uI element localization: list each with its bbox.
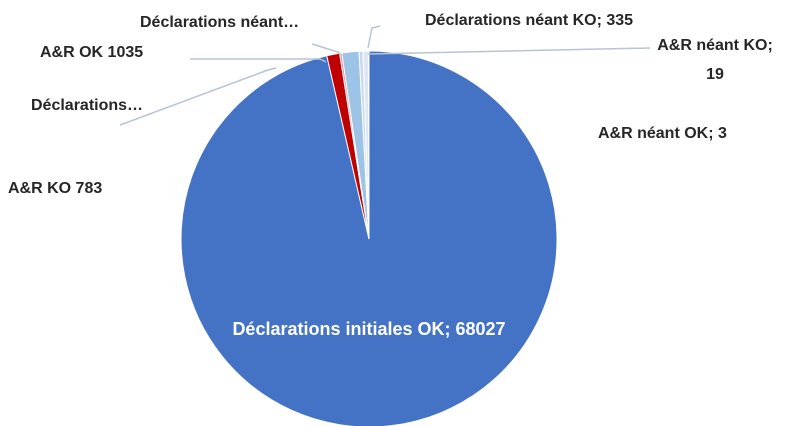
leader-line-declarations-neant-ko xyxy=(367,25,381,49)
data-label-declarations-neant-ko: Déclarations néant KO; 335 xyxy=(425,12,633,29)
leader-line-ar-neant-ko xyxy=(367,47,651,55)
pie-slices xyxy=(180,50,558,426)
data-label-ar-neant-ko-line2: 19 xyxy=(706,66,724,83)
data-label-ar-ko: A&R KO 783 xyxy=(8,180,102,197)
data-label-declarations-small: Déclarations… xyxy=(31,97,143,114)
data-label-ar-neant-ko-line1: A&R néant KO; xyxy=(657,37,773,54)
data-label-declarations-initiales-ok: Déclarations initiales OK; 68027 xyxy=(232,319,505,339)
leader-line-declarations-neant xyxy=(311,43,343,57)
data-label-ar-neant-ok: A&R néant OK; 3 xyxy=(598,125,727,142)
leader-line-declarations-small xyxy=(119,67,277,126)
leader-lines xyxy=(119,25,651,126)
leader-line-ar-ok xyxy=(190,58,327,63)
data-label-ar-ok: A&R OK 1035 xyxy=(40,44,143,61)
data-label-declarations-neant: Déclarations néant… xyxy=(140,14,299,31)
